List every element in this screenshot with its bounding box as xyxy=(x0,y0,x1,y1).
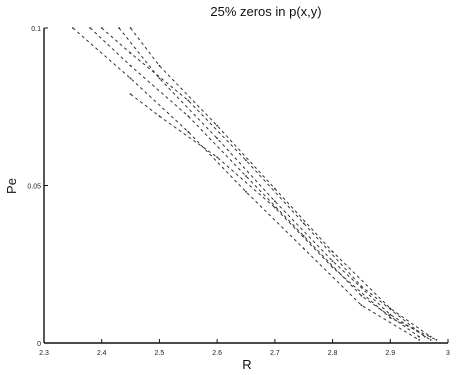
data-point xyxy=(331,266,334,269)
series-line-2 xyxy=(89,27,420,338)
data-point xyxy=(245,190,247,193)
data-point xyxy=(129,52,132,55)
data-point xyxy=(129,27,132,29)
data-point xyxy=(245,159,247,162)
data-point xyxy=(418,335,421,338)
x-tick-label: 3 xyxy=(446,350,450,357)
data-point xyxy=(273,200,276,203)
series-line-4 xyxy=(118,27,431,341)
data-point xyxy=(216,137,219,140)
data-point xyxy=(273,187,276,190)
data-point xyxy=(158,64,161,67)
series-line-5 xyxy=(130,27,431,338)
x-tick-label: 2.9 xyxy=(385,350,395,357)
data-point xyxy=(158,77,161,80)
series-line-3 xyxy=(101,27,426,338)
data-point xyxy=(187,115,190,118)
data-point xyxy=(216,124,219,127)
data-point xyxy=(129,93,132,96)
data-point xyxy=(389,307,392,310)
ticks: 2.3 2.4 2.5 2.6 2.7 2.8 2.9 3 0 0.05 0.1 xyxy=(27,26,450,357)
data-point xyxy=(216,156,219,159)
x-tick-label: 2.4 xyxy=(97,350,107,357)
data-point xyxy=(187,99,190,102)
data-point xyxy=(435,338,438,341)
x-tick-label: 2.5 xyxy=(155,350,165,357)
data-point xyxy=(424,335,426,338)
data-point xyxy=(118,27,120,29)
x-tick-label: 2.6 xyxy=(212,350,222,357)
data-point xyxy=(331,260,334,262)
data-point xyxy=(360,294,363,297)
data-point xyxy=(273,206,276,209)
x-axis-label: R xyxy=(242,357,251,372)
data-point xyxy=(187,131,190,133)
data-point xyxy=(389,313,392,316)
data-point xyxy=(100,27,103,29)
data-point xyxy=(245,175,247,177)
data-point xyxy=(360,304,363,307)
data-point xyxy=(129,77,132,80)
y-axis-label: Pe xyxy=(4,178,19,194)
data-point xyxy=(302,247,305,250)
x-tick-label: 2.3 xyxy=(39,350,49,357)
data-point xyxy=(389,316,392,319)
x-tick-label: 2.7 xyxy=(270,350,280,357)
data-point xyxy=(158,115,161,118)
data-point xyxy=(71,27,74,29)
y-tick-label: 0.05 xyxy=(27,184,41,191)
data-point xyxy=(429,335,432,338)
data-point xyxy=(418,338,421,341)
x-tick-label: 2.8 xyxy=(328,350,338,357)
y-tick-label: 0 xyxy=(37,341,41,348)
y-tick-label: 0.1 xyxy=(31,26,41,33)
series-line-6 xyxy=(130,93,437,341)
data-point xyxy=(331,250,334,253)
series-group xyxy=(71,27,438,341)
data-point xyxy=(89,27,92,29)
series-line-1 xyxy=(72,27,420,341)
data-point xyxy=(129,64,132,67)
chart-title: 25% zeros in p(x,y) xyxy=(210,4,321,19)
data-point xyxy=(302,222,305,225)
data-point xyxy=(429,338,432,341)
axes xyxy=(43,28,448,344)
